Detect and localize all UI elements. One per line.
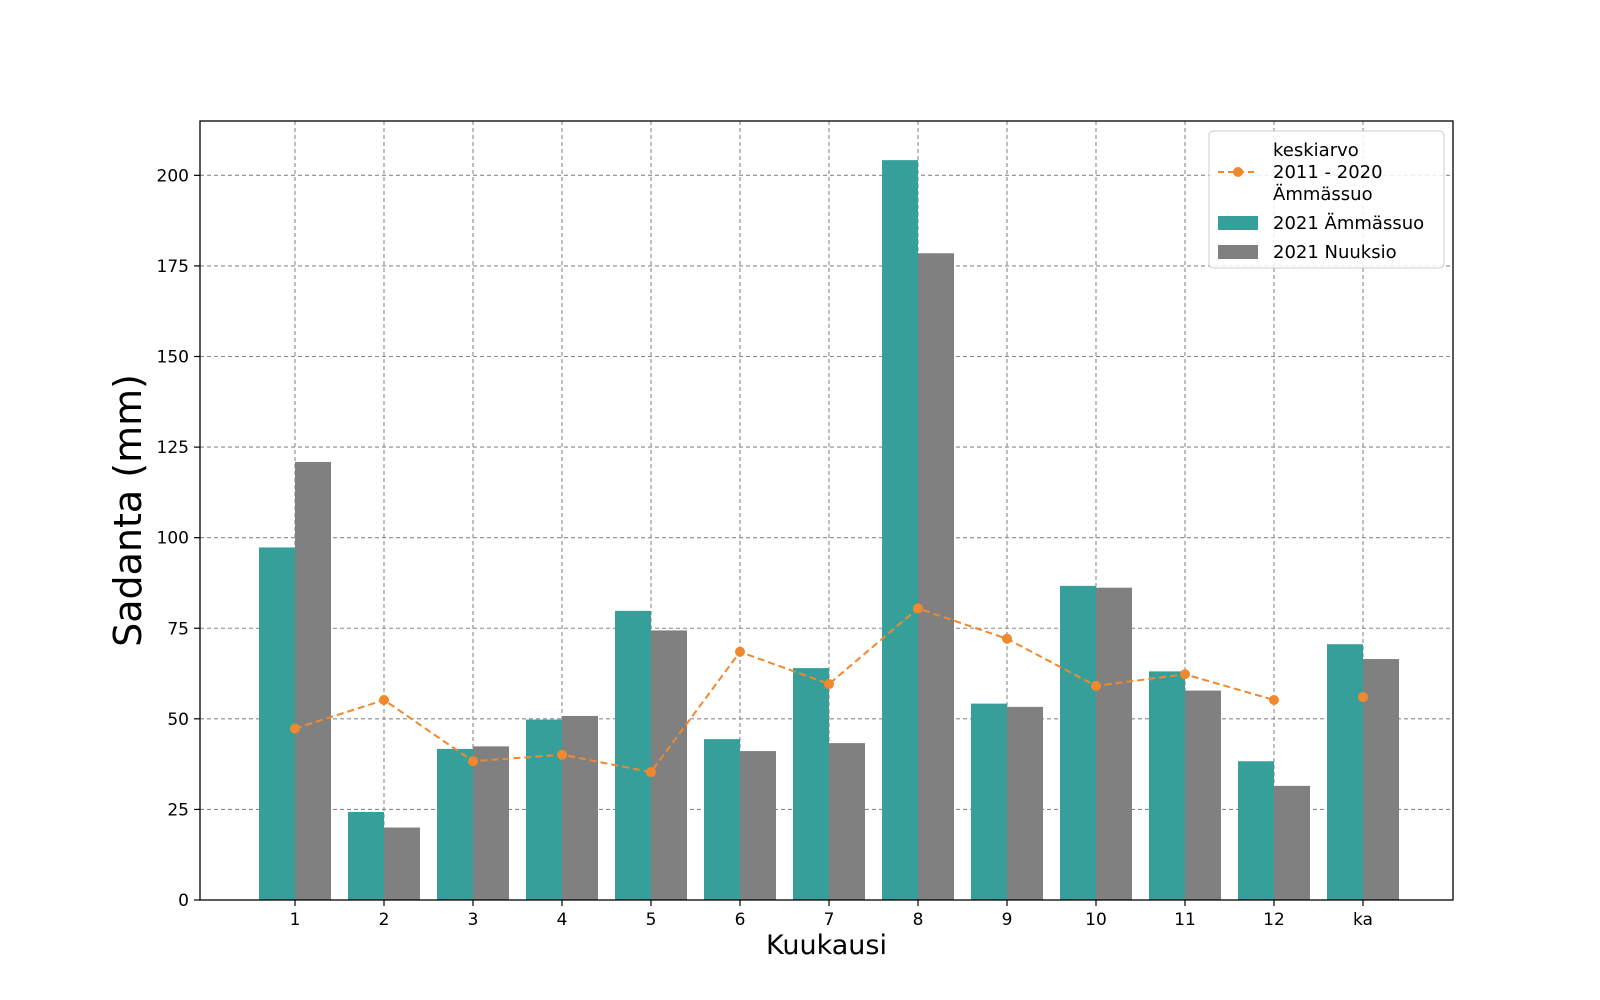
legend-label: keskiarvo	[1273, 140, 1359, 161]
line-series-group	[290, 603, 1368, 778]
y-tick-label: 100	[157, 529, 189, 549]
bar-series	[259, 160, 1399, 900]
x-axis-title: Kuukausi	[766, 930, 887, 961]
bar	[829, 743, 865, 900]
line-point	[646, 767, 656, 778]
line-point	[379, 694, 389, 705]
x-tick-label: 2	[379, 910, 390, 930]
bar	[1096, 587, 1132, 900]
bar	[348, 811, 384, 900]
bar	[1274, 785, 1310, 900]
x-tick-label: 3	[468, 910, 479, 930]
legend-label: 2021 Ämmässuo	[1273, 213, 1424, 234]
line-point	[735, 646, 745, 657]
plot-frame	[199, 120, 1454, 901]
y-tick-label: 125	[157, 438, 189, 458]
legend-label: Ämmässuo	[1273, 184, 1373, 205]
bar	[259, 547, 295, 900]
bar	[473, 746, 509, 900]
y-tick-label: 75	[167, 619, 189, 639]
line-point	[1269, 694, 1279, 705]
bar	[1327, 644, 1363, 900]
y-tick-label: 200	[157, 166, 189, 186]
bar	[740, 751, 776, 900]
line-point	[290, 723, 300, 734]
y-tick-label: 150	[157, 348, 189, 368]
bar	[295, 461, 331, 900]
legend-marker-swatch	[1233, 167, 1243, 177]
legend-bar-swatch	[1218, 245, 1258, 259]
line-point	[1091, 680, 1101, 691]
line-point	[468, 756, 478, 767]
bar	[615, 610, 651, 900]
bar	[1185, 690, 1221, 900]
legend-entry: 2021 Ämmässuo	[1218, 213, 1424, 234]
x-tick-label: 1	[290, 910, 301, 930]
line-point	[557, 749, 567, 760]
x-tick-label: 7	[824, 910, 835, 930]
x-tick-label: ka	[1353, 910, 1373, 930]
line-point	[913, 603, 923, 614]
bar	[704, 739, 740, 900]
legend-label: 2011 - 2020	[1273, 162, 1383, 183]
y-tick-label: 25	[167, 800, 189, 820]
bar	[882, 160, 918, 900]
x-tick-label: 5	[646, 910, 657, 930]
y-tick-label: 175	[157, 257, 189, 277]
bar	[1007, 706, 1043, 900]
x-tick-label: 11	[1174, 910, 1196, 930]
x-tick-label: 8	[913, 910, 924, 930]
x-tick-label: 4	[557, 910, 568, 930]
bar	[1363, 659, 1399, 900]
y-tick-label: 0	[178, 891, 189, 911]
bar	[793, 668, 829, 900]
bar	[562, 715, 598, 900]
bar	[1060, 585, 1096, 900]
line-point	[1180, 669, 1190, 680]
x-tick-label: 12	[1263, 910, 1285, 930]
legend-entry: 2021 Nuuksio	[1218, 242, 1397, 263]
legend-label: 2021 Nuuksio	[1273, 242, 1397, 263]
legend-bar-swatch	[1218, 216, 1258, 230]
line-series	[290, 603, 1368, 778]
bar	[1238, 761, 1274, 900]
bar	[526, 719, 562, 900]
y-axis-title: Sadanta (mm)	[106, 374, 150, 647]
bar	[971, 703, 1007, 900]
bar	[437, 748, 473, 900]
x-tick-label: 10	[1085, 910, 1107, 930]
line-point	[1002, 633, 1012, 644]
bar	[1149, 671, 1185, 900]
bar	[918, 253, 954, 900]
series-line	[294, 607, 1275, 774]
legend-box	[1208, 130, 1445, 269]
y-tick-label: 50	[167, 710, 189, 730]
line-point	[1358, 692, 1368, 703]
bar	[384, 827, 420, 900]
x-tick-label: 9	[1002, 910, 1013, 930]
bar-series-group	[259, 160, 1363, 900]
line-point	[824, 679, 834, 690]
x-tick-label: 6	[735, 910, 746, 930]
